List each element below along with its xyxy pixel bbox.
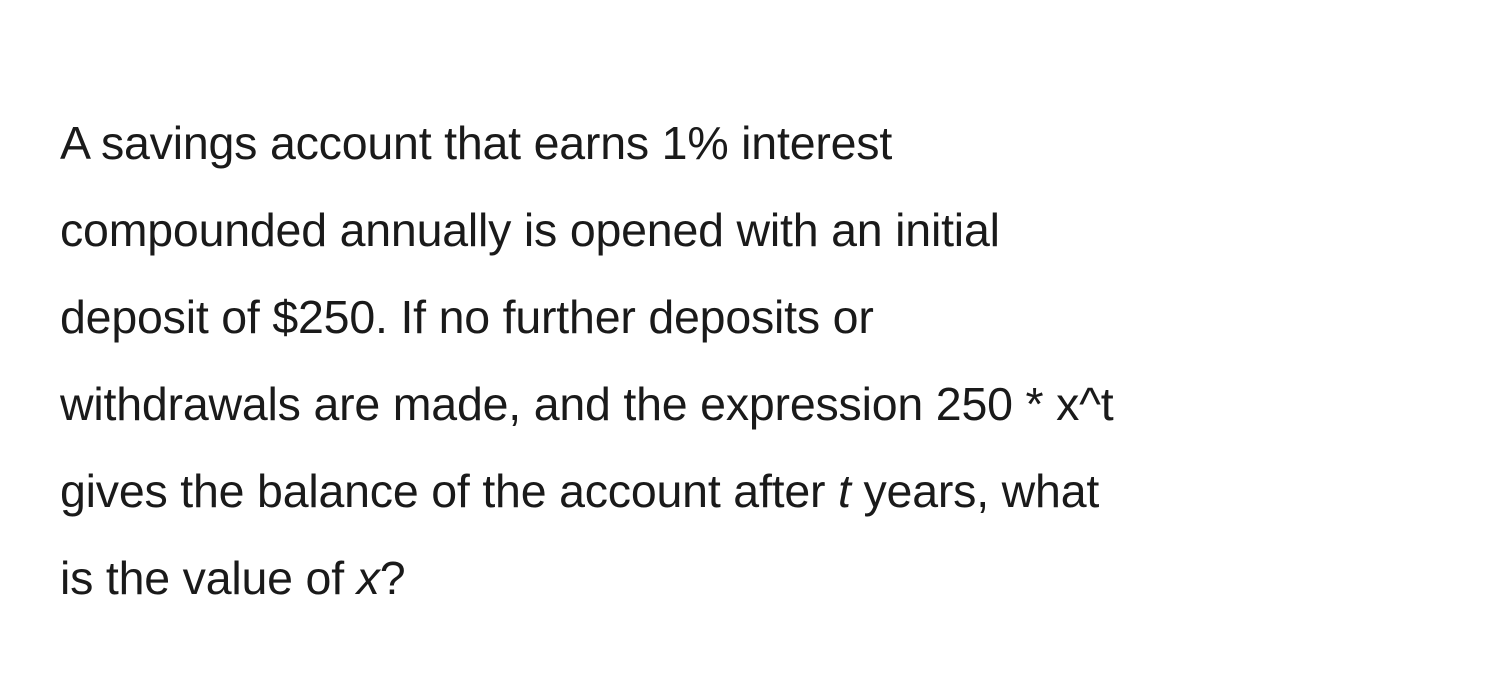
variable-t: t	[838, 465, 851, 517]
question-line-2: compounded annually is opened with an in…	[60, 204, 1000, 256]
question-line-6-post: ?	[380, 552, 406, 604]
question-line-6-pre: is the value of	[60, 552, 357, 604]
question-text: A savings account that earns 1% interest…	[60, 100, 1440, 622]
variable-x: x	[357, 552, 380, 604]
question-container: A savings account that earns 1% interest…	[0, 0, 1500, 682]
question-line-5-pre: gives the balance of the account after	[60, 465, 838, 517]
question-line-3: deposit of $250. If no further deposits …	[60, 291, 874, 343]
question-line-5-post: years, what	[851, 465, 1099, 517]
question-line-4: withdrawals are made, and the expression…	[60, 378, 1113, 430]
question-line-1: A savings account that earns 1% interest	[60, 117, 892, 169]
